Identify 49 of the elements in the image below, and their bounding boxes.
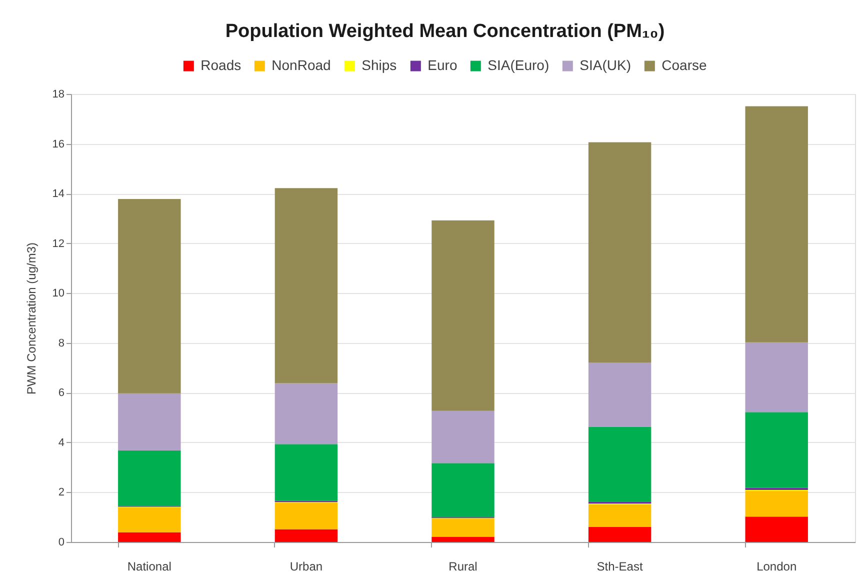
bar (745, 412, 808, 488)
bar (274, 529, 338, 542)
y-tick-label: 2 (58, 486, 64, 499)
legend-label: SIA(UK) (580, 57, 632, 73)
legend-label: Euro (428, 57, 458, 73)
y-axis-title: PWM Concentration (ug/m3) (24, 242, 38, 395)
bar (745, 516, 808, 542)
bar (588, 362, 652, 427)
bar (118, 450, 181, 506)
bar (118, 507, 181, 532)
bar (432, 536, 494, 542)
bar (274, 188, 338, 384)
bar (432, 518, 494, 537)
x-tick-label: Urban (290, 560, 323, 574)
y-tick-label: 12 (52, 238, 64, 250)
x-tick-label: Rural (448, 560, 478, 574)
bar (432, 463, 494, 518)
x-tick-label: Sth-East (596, 560, 644, 574)
bar (588, 504, 652, 527)
bar (745, 490, 808, 517)
legend-label: Coarse (662, 57, 708, 73)
bar (588, 142, 652, 363)
bar (274, 383, 338, 444)
bar (432, 410, 494, 464)
y-tick-label: 4 (58, 436, 64, 449)
bar (745, 342, 808, 412)
legend-label: Ships (362, 57, 397, 73)
bar (118, 393, 181, 450)
x-tick-label: National (127, 560, 172, 574)
chart-title: Population Weighted Mean Concentration (PM₁₀) (225, 21, 665, 42)
legend-label: Roads (200, 57, 242, 73)
legend-label: NonRoad (272, 57, 331, 73)
bar (432, 220, 494, 411)
x-tick-label: London (756, 560, 797, 574)
bar (588, 526, 652, 542)
y-tick-label: 14 (52, 188, 64, 200)
bar (274, 444, 338, 501)
y-tick-label: 6 (58, 387, 64, 400)
y-tick-label: 0 (58, 536, 64, 548)
bar (274, 502, 338, 530)
bar (118, 199, 181, 394)
y-tick-label: 10 (52, 288, 64, 300)
bar (588, 426, 652, 502)
bar (118, 532, 181, 542)
y-tick-label: 16 (52, 138, 64, 150)
bar (745, 106, 808, 342)
y-tick-label: 18 (52, 88, 64, 100)
y-tick-label: 8 (58, 337, 64, 350)
legend-label: SIA(Euro) (488, 57, 550, 73)
